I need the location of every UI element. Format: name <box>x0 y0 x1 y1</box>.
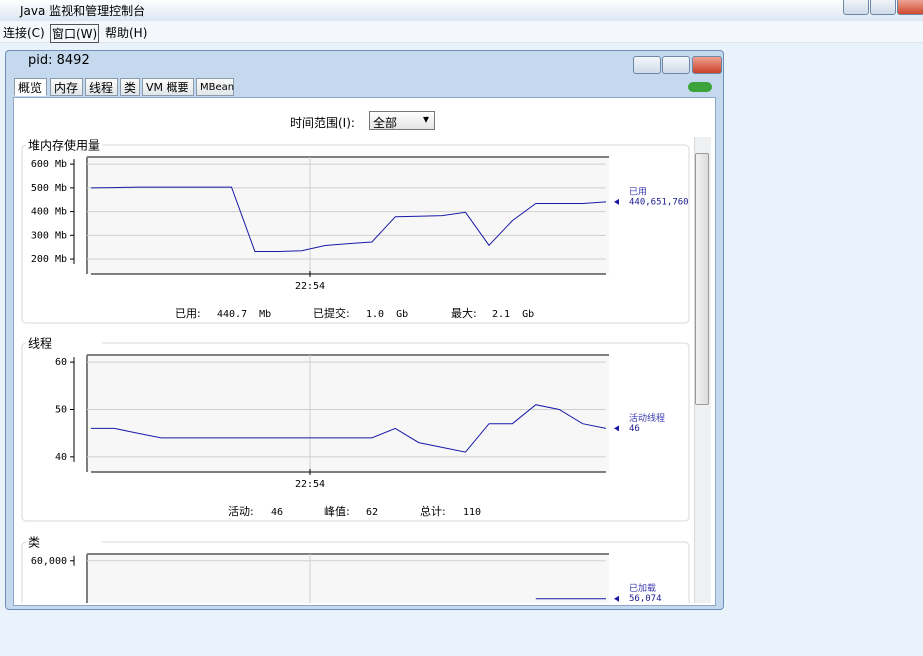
stat-label: 总计: <box>420 504 446 518</box>
connection-icon <box>688 82 712 92</box>
panel-title: 线程 <box>28 336 52 351</box>
panel-title: 类 <box>28 536 40 550</box>
stat-value: 440.7 Mb <box>217 309 271 320</box>
dropdown-arrow: ▾ <box>422 112 429 126</box>
y-tick-label: 60 <box>55 357 67 368</box>
panel-title-bg <box>26 138 102 152</box>
stat-label: 活动: <box>228 505 254 518</box>
maximize-button[interactable] <box>870 0 896 15</box>
tab[interactable]: 内存 <box>50 78 83 96</box>
series-current: 46 <box>629 424 640 434</box>
chart-viewport: 堆内存使用量 200 Mb 300 Mb 400 Mb 500 Mb 600 Mb 22:5… <box>21 138 690 604</box>
series-line <box>90 186 607 252</box>
series-name: 已加载 <box>629 582 656 594</box>
panel-border <box>21 342 690 522</box>
y-tick-label: 600 Mb <box>31 159 67 170</box>
y-tick-label: 300 Mb <box>31 230 67 241</box>
window-title: Java 监视和管理控制台 <box>20 4 146 18</box>
plot-area <box>87 554 609 603</box>
time-range-label: 时间范围(I): <box>290 116 355 130</box>
series-current: 440,651,760 <box>629 197 689 207</box>
frame-maximize[interactable] <box>662 56 690 74</box>
panel-title-bg <box>26 535 102 549</box>
frame-title: pid: 8492 <box>28 53 90 68</box>
panel-border <box>21 541 690 603</box>
tab[interactable]: 概览 <box>14 78 47 96</box>
series-line <box>91 404 607 453</box>
panel-title-bg <box>26 336 102 350</box>
current-marker <box>614 425 619 432</box>
panel-title: 堆内存使用量 <box>28 138 100 153</box>
y-tick-label: 500 Mb <box>31 183 67 194</box>
stat-value: 62 <box>366 507 378 518</box>
y-tick-label: 400 Mb <box>31 207 67 218</box>
stat-label: 已用: <box>175 307 201 320</box>
menu-item[interactable]: 帮助(H) <box>105 26 148 40</box>
x-tick-label: 22:54 <box>295 479 325 490</box>
y-tick-label: 200 Mb <box>31 254 67 265</box>
series-current: 56,074 <box>629 594 662 604</box>
plot-area <box>87 355 609 472</box>
y-tick-label: 40 <box>55 452 67 463</box>
current-marker <box>614 198 619 205</box>
tab[interactable]: MBean <box>196 78 234 96</box>
plot-area <box>87 157 609 274</box>
time-range-select[interactable]: 全部 ▾ <box>369 111 435 130</box>
stat-value: 46 <box>271 507 283 518</box>
menu-item[interactable]: 窗口(W) <box>50 24 100 43</box>
minimize-button[interactable] <box>843 0 869 15</box>
series-name: 已用 <box>629 186 647 197</box>
stat-label: 已提交: <box>313 306 350 320</box>
stat-value: 1.0 Gb <box>366 309 408 320</box>
x-tick-label: 22:54 <box>295 281 325 292</box>
stat-value: 110 <box>463 507 481 518</box>
stat-label: 最大: <box>451 306 477 320</box>
y-tick-label: 60,000 <box>31 556 67 567</box>
tab[interactable]: 类 <box>120 78 140 96</box>
tab[interactable]: VM 概要 <box>142 78 194 96</box>
select-value: 全部 <box>373 116 398 130</box>
close-button[interactable] <box>897 0 923 15</box>
tab[interactable]: 线程 <box>85 78 118 96</box>
menu-item[interactable]: 连接(C) <box>3 26 45 40</box>
panel-border <box>21 144 690 324</box>
current-marker <box>614 595 619 602</box>
stat-label: 峰值: <box>324 505 350 518</box>
stat-value: 2.1 Gb <box>492 309 534 320</box>
title-bar: Java 监视和管理控制台 <box>0 0 923 21</box>
frame-close[interactable] <box>692 56 722 74</box>
y-tick-label: 50 <box>55 404 67 415</box>
series-name: 活动线程 <box>629 412 665 424</box>
scroll-thumb[interactable] <box>695 153 709 405</box>
menu-bar: 连接(C) 窗口(W) 帮助(H) <box>0 21 923 43</box>
frame-minimize[interactable] <box>633 56 661 74</box>
